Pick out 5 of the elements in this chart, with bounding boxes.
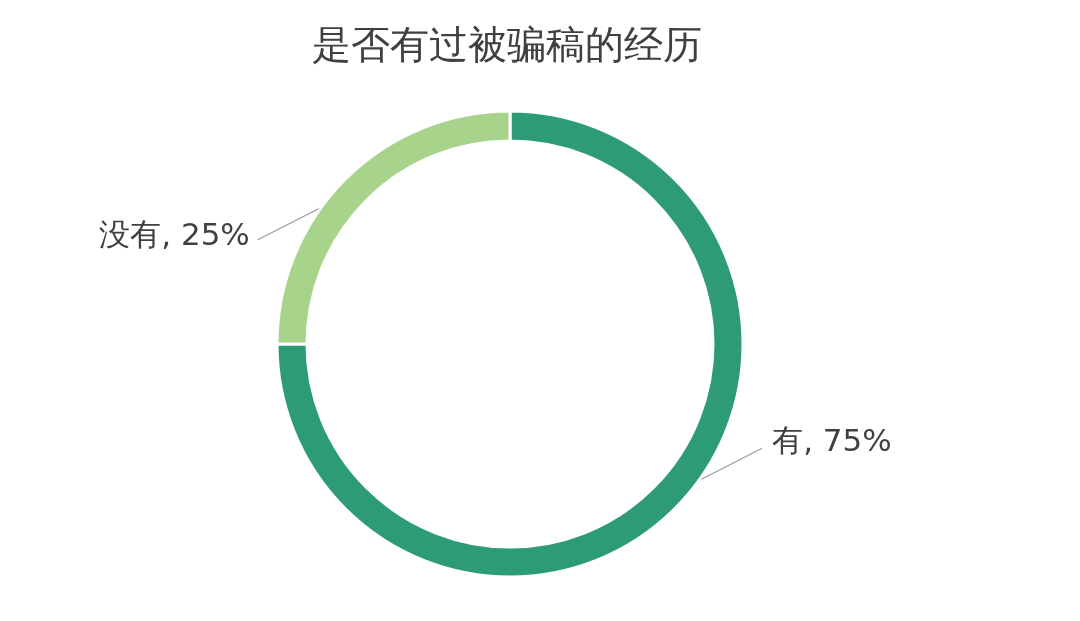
chart-title: 是否有过被骗稿的经历 (312, 22, 702, 67)
data-label: , 25% (161, 215, 250, 252)
data-label: , 75% (803, 422, 892, 459)
slice-label: 没有 (99, 215, 162, 252)
slice-label: 有 (772, 422, 804, 459)
